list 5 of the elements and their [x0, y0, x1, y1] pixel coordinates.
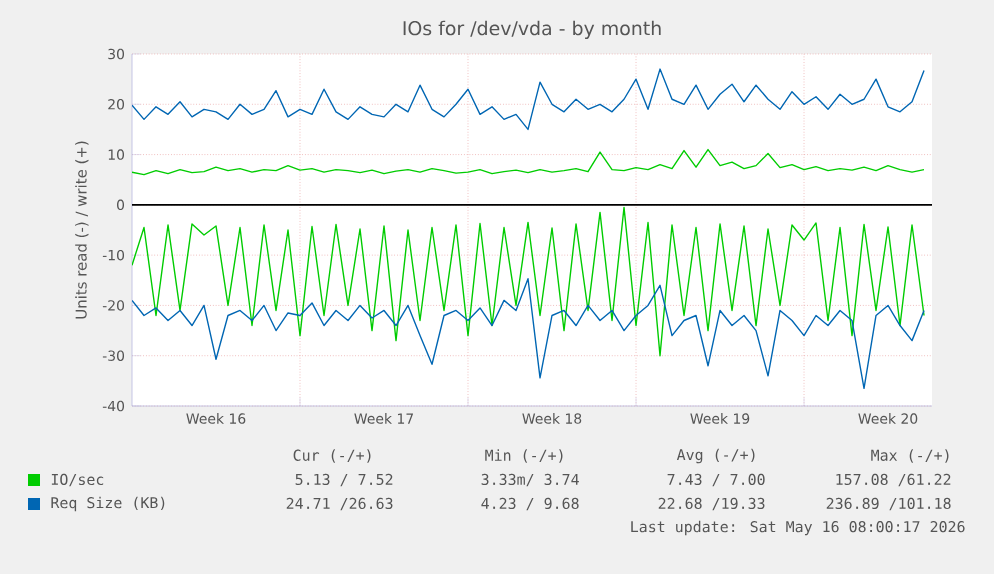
line-series [132, 206, 925, 357]
line-series [132, 68, 925, 131]
line-series [132, 148, 925, 176]
line-series [132, 278, 925, 390]
chart-title: IOs for /dev/vda - by month [403, 20, 661, 40]
